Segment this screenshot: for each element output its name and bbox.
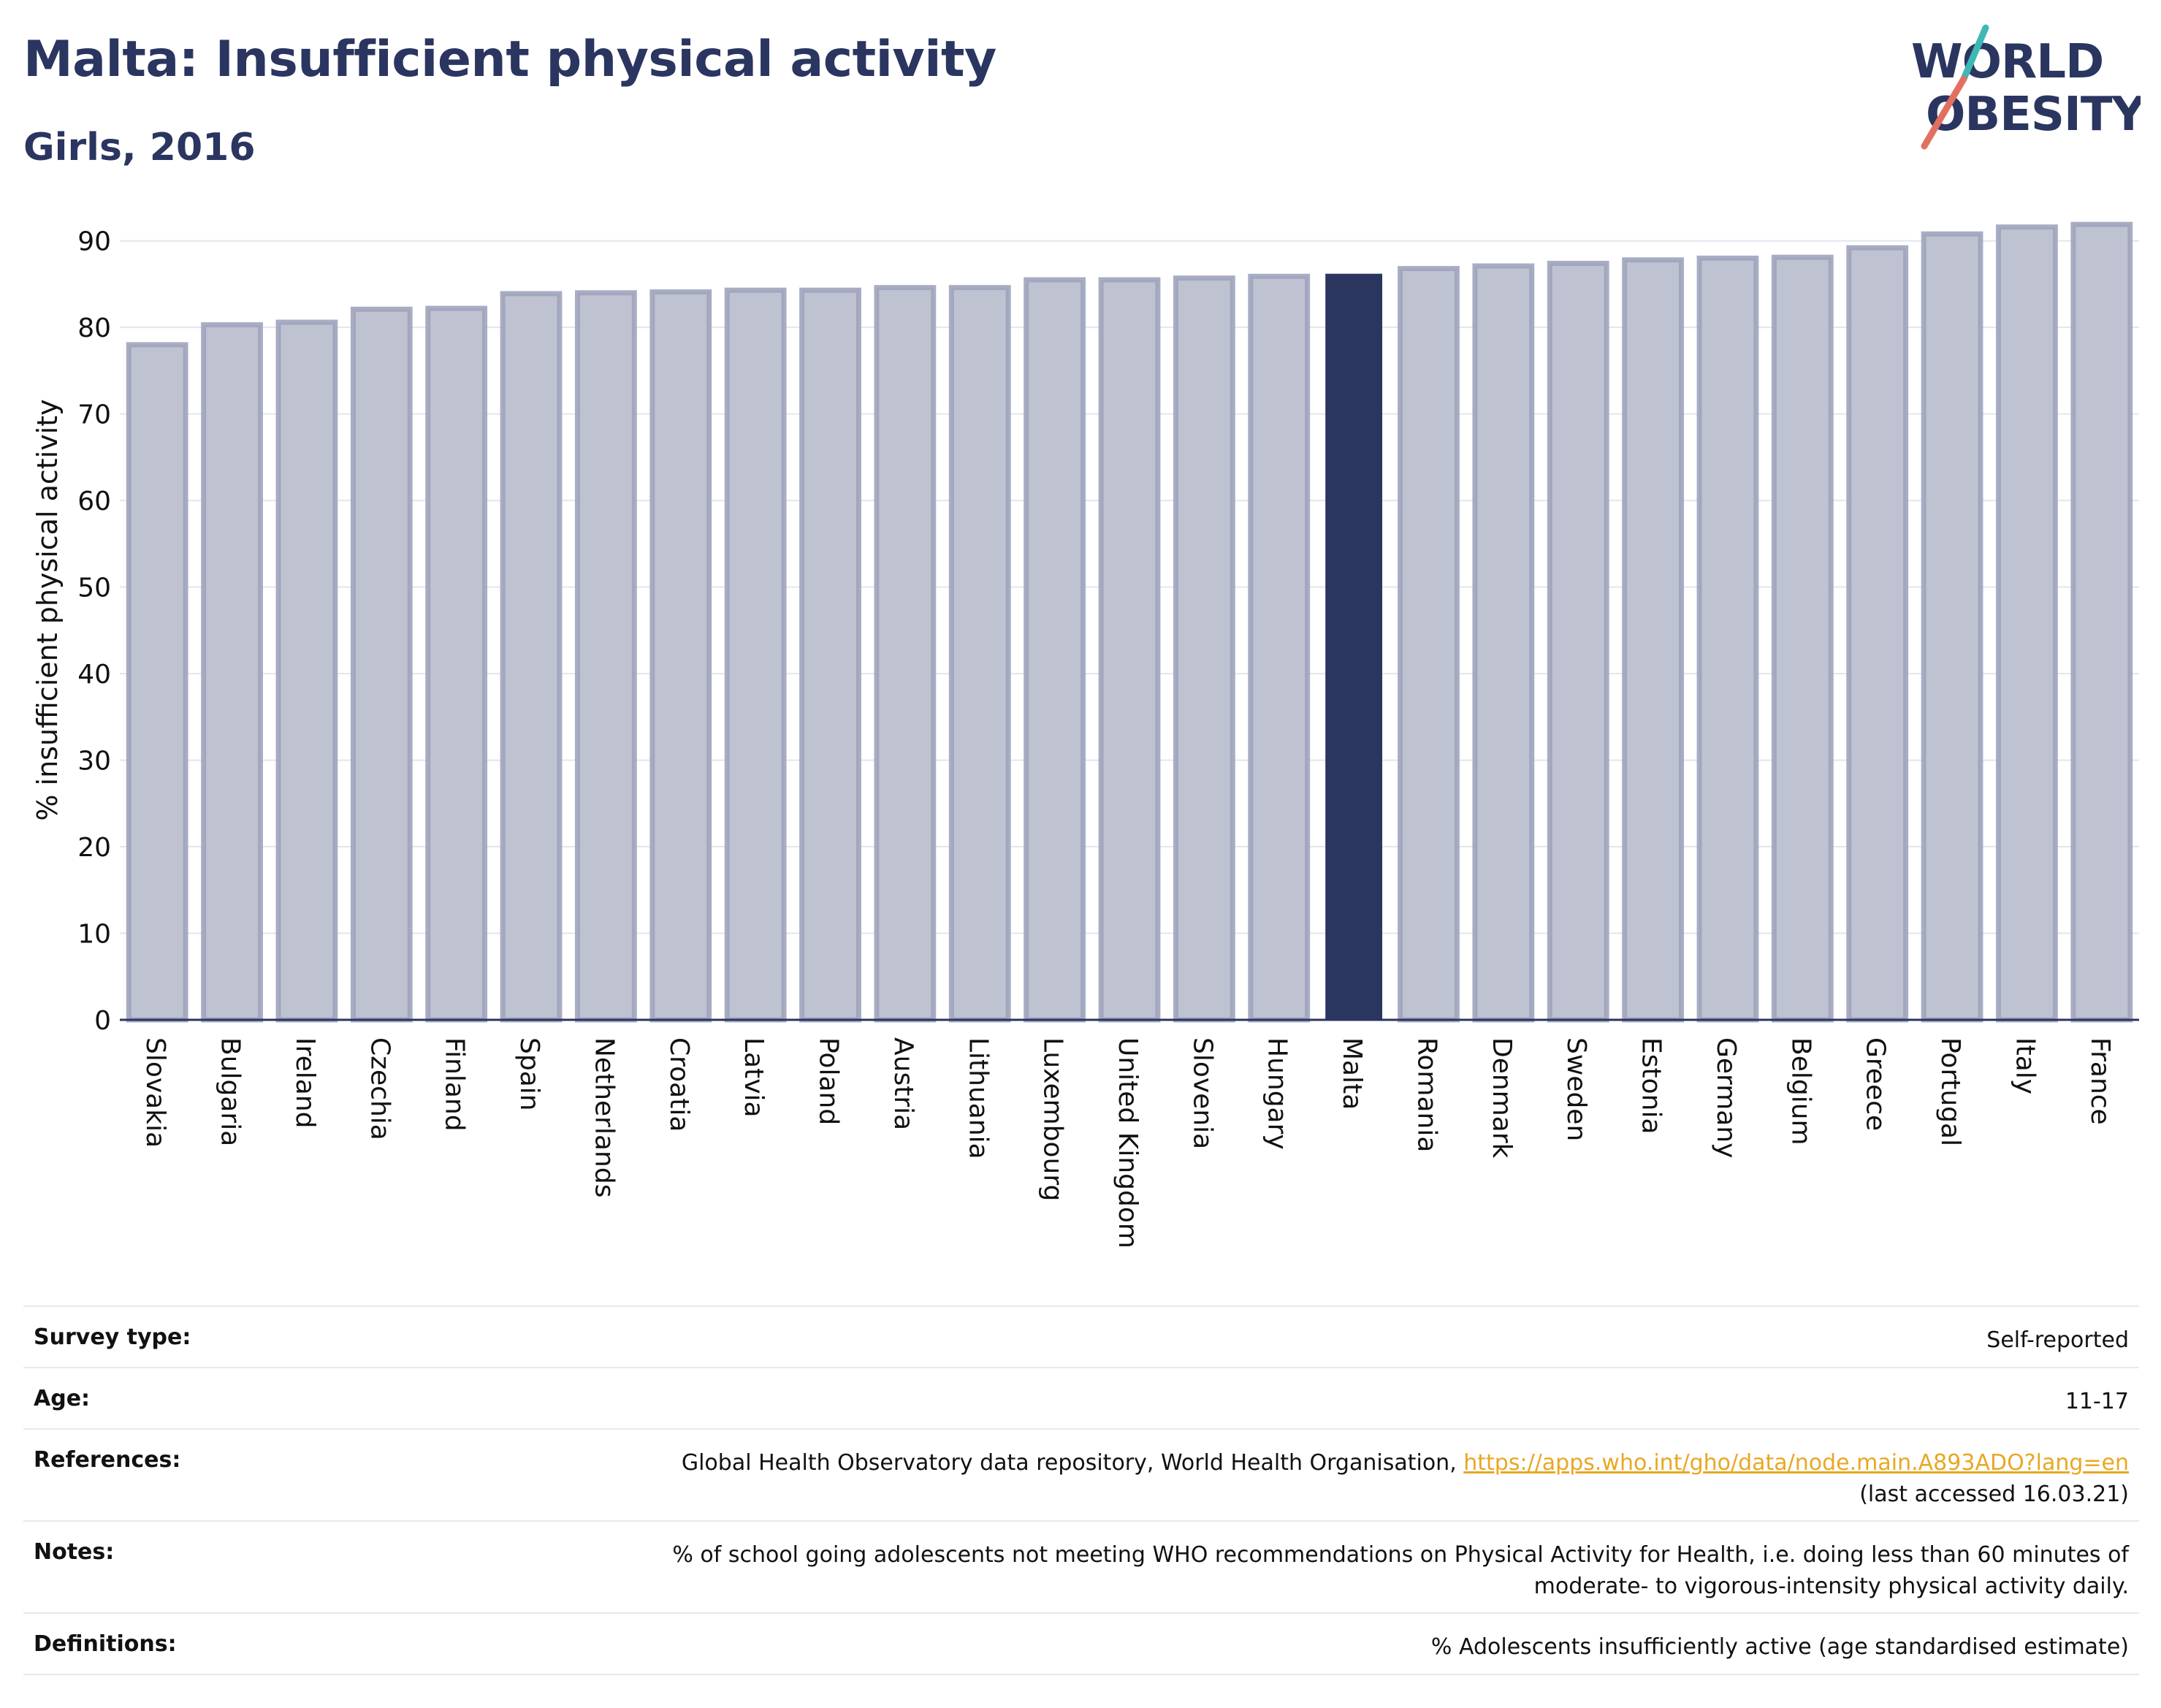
x-tick-label: Slovakia xyxy=(140,1037,170,1148)
y-axis-label: % insufficient physical activity xyxy=(31,399,64,820)
bar-portugal xyxy=(1921,231,1983,1023)
bar-luxembourg xyxy=(1024,277,1086,1023)
references-accessed: (last accessed 16.03.21) xyxy=(1859,1482,2129,1507)
y-tick-label: 30 xyxy=(77,747,111,777)
x-tick-label: Austria xyxy=(888,1037,918,1130)
logo-slash-teal xyxy=(1960,24,1989,83)
bar-netherlands xyxy=(575,290,637,1023)
x-tick-label: Denmark xyxy=(1487,1037,1517,1159)
bar-bulgaria xyxy=(201,322,263,1023)
x-tick-label: Croatia xyxy=(664,1037,694,1132)
x-tick-label: Estonia xyxy=(1636,1037,1666,1135)
info-label: Age: xyxy=(23,1367,307,1430)
info-row-notes: Notes: % of school going adolescents not… xyxy=(23,1520,2139,1614)
x-tick-label: Luxembourg xyxy=(1038,1037,1068,1201)
bar-spain xyxy=(500,291,563,1023)
bar-czechia xyxy=(350,306,413,1023)
x-tick-label: Poland xyxy=(814,1037,844,1125)
notes-line-1: % of school going adolescents not meetin… xyxy=(672,1542,2129,1568)
bar-ireland xyxy=(275,319,338,1023)
info-label: Survey type: xyxy=(23,1305,307,1368)
x-tick-label: Malta xyxy=(1337,1037,1367,1110)
info-row-references: References: Global Health Observatory da… xyxy=(23,1428,2139,1522)
bar-austria xyxy=(874,285,937,1023)
bar-estonia xyxy=(1622,257,1684,1023)
x-tick-label: Romania xyxy=(1411,1037,1441,1152)
bar-lithuania xyxy=(948,285,1011,1023)
bar-chart: 0 10 20 30 40 50 60 70 80 90 Slovakia Bulgaria Irela… xyxy=(31,221,2139,1248)
x-tick-label: Sweden xyxy=(1561,1037,1591,1141)
logo-word-world: WORLD xyxy=(1911,35,2103,89)
y-tick-label: 90 xyxy=(77,227,111,257)
info-label: References: xyxy=(23,1428,307,1522)
bar-hungary xyxy=(1248,273,1311,1023)
x-tick-label: Spain xyxy=(514,1037,544,1111)
info-value: % of school going adolescents not meetin… xyxy=(307,1520,2139,1614)
x-tick-label: Germany xyxy=(1711,1037,1741,1158)
info-row-survey-type: Survey type: Self-reported xyxy=(23,1305,2139,1368)
y-tick-label: 60 xyxy=(77,487,111,516)
x-tick-label: Czechia xyxy=(365,1037,395,1140)
y-tick-label: 70 xyxy=(77,400,111,430)
info-value: % Adolescents insufficiently active (age… xyxy=(307,1612,2139,1675)
x-tick-label: Greece xyxy=(1861,1037,1891,1131)
bar-italy xyxy=(1996,224,2058,1023)
x-tick-label: Finland xyxy=(440,1037,470,1132)
bar-latvia xyxy=(724,287,787,1023)
info-row-age: Age: 11-17 xyxy=(23,1367,2139,1430)
info-label: Definitions: xyxy=(23,1612,307,1675)
bar-greece xyxy=(1846,245,1909,1023)
bar-malta xyxy=(1325,273,1383,1020)
info-value: Global Health Observatory data repositor… xyxy=(307,1428,2139,1522)
x-tick-label: Bulgaria xyxy=(216,1037,245,1146)
y-tick-label: 40 xyxy=(77,660,111,690)
bar-slovenia xyxy=(1173,275,1235,1023)
y-tick-label: 20 xyxy=(77,833,111,863)
x-tick-label: United Kingdom xyxy=(1113,1037,1143,1248)
logo-slash-red xyxy=(1921,75,1967,150)
bar-romania xyxy=(1398,266,1460,1023)
x-tick-label: Portugal xyxy=(1935,1037,1965,1146)
references-text: Global Health Observatory data repositor… xyxy=(681,1450,1464,1476)
bar-finland xyxy=(425,305,488,1023)
info-value: 11-17 xyxy=(307,1367,2139,1430)
info-value: Self-reported xyxy=(307,1305,2139,1368)
x-tick-label: France xyxy=(2085,1037,2115,1125)
y-tick-label: 50 xyxy=(77,573,111,603)
x-tick-label: Slovenia xyxy=(1187,1037,1217,1149)
bar-croatia xyxy=(649,289,712,1023)
x-tick-label: Ireland xyxy=(290,1037,320,1129)
bar-france xyxy=(2070,221,2133,1023)
info-label: Notes: xyxy=(23,1520,307,1614)
bars xyxy=(126,221,2133,1023)
axes: 0 10 20 30 40 50 60 70 80 90 Slovakia Bulgaria Irela… xyxy=(77,227,2139,1248)
y-tick-label: 0 xyxy=(94,1006,111,1036)
y-tick-label: 80 xyxy=(77,313,111,343)
page-title: Malta: Insufficient physical activity xyxy=(23,31,996,88)
bar-slovakia xyxy=(126,342,188,1023)
info-table: Survey type: Self-reported Age: 11-17 Re… xyxy=(23,1305,2139,1675)
bar-belgium xyxy=(1771,254,1834,1023)
bar-sweden xyxy=(1547,261,1609,1023)
x-tick-label: Netherlands xyxy=(589,1037,619,1197)
x-tick-label: Lithuania xyxy=(963,1037,993,1159)
bar-denmark xyxy=(1472,263,1535,1023)
bar-poland xyxy=(799,287,861,1023)
x-tick-label: Latvia xyxy=(739,1037,769,1118)
x-tick-label: Belgium xyxy=(1785,1037,1815,1145)
info-row-definitions: Definitions: % Adolescents insufficientl… xyxy=(23,1612,2139,1675)
notes-line-2: moderate- to vigorous-intensity physical… xyxy=(1533,1574,2129,1599)
y-tick-label: 10 xyxy=(77,920,111,950)
bar-germany xyxy=(1696,255,1759,1023)
page-subtitle: Girls, 2016 xyxy=(23,126,256,169)
x-tick-label: Italy xyxy=(2010,1037,2040,1094)
references-link[interactable]: https://apps.who.int/gho/data/node.main.… xyxy=(1463,1450,2129,1476)
logo-word-obesity: OBESITY xyxy=(1926,88,2141,142)
x-tick-label: Hungary xyxy=(1262,1037,1292,1150)
bar-united-kingdom xyxy=(1098,277,1161,1023)
world-obesity-logo: WORLD OBESITY xyxy=(1911,24,2141,150)
